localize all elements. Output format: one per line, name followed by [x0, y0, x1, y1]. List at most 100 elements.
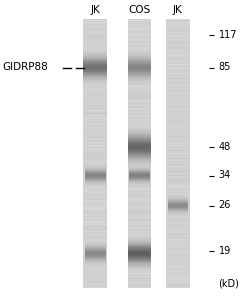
Bar [84, 184, 106, 185]
Bar [129, 182, 150, 183]
Bar [128, 52, 151, 53]
Bar [166, 144, 190, 145]
Bar [128, 38, 151, 39]
Bar [128, 114, 151, 115]
Bar [128, 37, 151, 38]
Bar [83, 285, 107, 286]
Bar [166, 236, 190, 237]
Bar [128, 110, 151, 111]
Bar [83, 118, 107, 119]
Bar [83, 81, 107, 82]
Bar [84, 262, 106, 263]
Bar [166, 192, 190, 193]
Bar [166, 168, 190, 169]
Bar [168, 200, 188, 201]
Bar [83, 267, 107, 268]
Bar [84, 178, 106, 179]
Bar [166, 265, 190, 266]
Bar [166, 32, 190, 33]
Bar [128, 213, 151, 214]
Bar [166, 257, 190, 258]
Bar [166, 134, 190, 135]
Bar [128, 244, 151, 245]
Bar [129, 173, 150, 174]
Bar [129, 183, 150, 184]
Bar [166, 70, 190, 71]
Bar [83, 87, 107, 88]
Bar [128, 271, 151, 272]
Bar [83, 248, 107, 249]
Bar [166, 254, 190, 255]
Bar [128, 136, 151, 137]
Bar [128, 165, 151, 166]
Bar [83, 240, 107, 241]
Bar [128, 201, 151, 202]
Bar [128, 173, 151, 174]
Bar [128, 262, 151, 263]
Bar [166, 262, 190, 263]
Bar [83, 197, 107, 198]
Bar [128, 258, 151, 259]
Bar [128, 99, 151, 100]
Bar [128, 255, 151, 256]
Bar [166, 186, 190, 187]
Bar [166, 116, 190, 117]
Bar [83, 63, 107, 64]
Bar [166, 235, 190, 236]
Bar [166, 128, 190, 129]
Bar [128, 227, 151, 228]
Bar [83, 172, 107, 173]
Bar [128, 144, 151, 145]
Bar [83, 176, 107, 177]
Bar [128, 68, 151, 69]
Bar [83, 179, 107, 180]
Bar [166, 145, 190, 146]
Bar [166, 248, 190, 249]
Bar [166, 136, 190, 137]
Bar [128, 28, 151, 29]
Bar [128, 130, 151, 131]
Bar [166, 268, 190, 269]
Bar [166, 82, 190, 83]
Bar [83, 22, 107, 23]
Bar [166, 158, 190, 159]
Bar [83, 148, 107, 149]
Bar [83, 34, 107, 35]
Bar [83, 189, 107, 190]
Bar [128, 80, 151, 81]
Bar [128, 97, 151, 98]
Bar [128, 275, 151, 276]
Bar [128, 250, 151, 251]
Bar [128, 79, 151, 80]
Bar [166, 256, 190, 257]
Bar [83, 53, 107, 54]
Bar [83, 45, 107, 46]
Bar [128, 269, 151, 270]
Bar [128, 40, 151, 41]
Bar [84, 170, 106, 171]
Bar [166, 138, 190, 139]
Bar [83, 23, 107, 24]
Bar [128, 198, 151, 199]
Bar [128, 203, 151, 204]
Bar [83, 181, 107, 182]
Bar [128, 202, 151, 203]
Bar [166, 112, 190, 113]
Bar [166, 126, 190, 127]
Bar [128, 161, 151, 162]
Bar [83, 274, 107, 275]
Bar [166, 66, 190, 67]
Bar [166, 221, 190, 222]
Bar [128, 122, 151, 123]
Bar [83, 27, 107, 28]
Bar [166, 179, 190, 180]
Bar [128, 276, 151, 277]
Bar [128, 171, 151, 172]
Bar [83, 69, 107, 70]
Bar [166, 123, 190, 124]
Bar [83, 177, 107, 178]
Bar [166, 104, 190, 105]
Bar [166, 87, 190, 88]
Bar [128, 228, 151, 229]
Bar [83, 249, 107, 250]
